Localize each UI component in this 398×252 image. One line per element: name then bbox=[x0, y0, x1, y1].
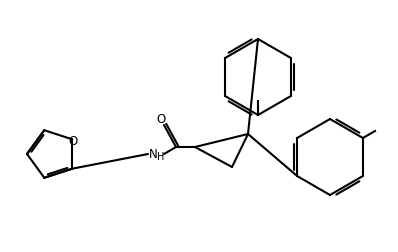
Text: O: O bbox=[156, 112, 166, 125]
Text: H: H bbox=[157, 151, 164, 161]
Text: N: N bbox=[149, 148, 158, 161]
Text: O: O bbox=[68, 134, 78, 147]
